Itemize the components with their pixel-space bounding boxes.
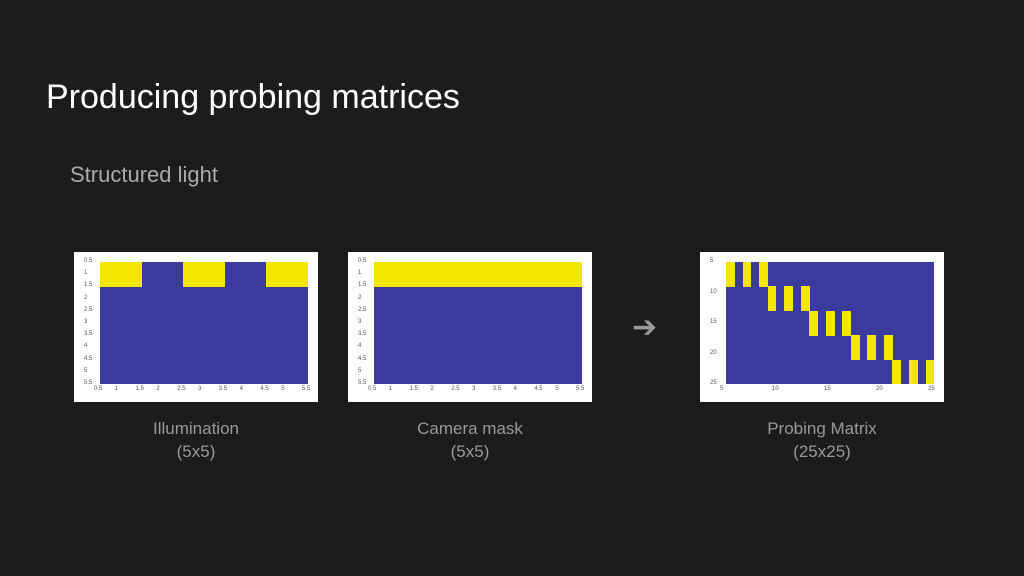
ytick: 3 — [84, 319, 87, 325]
plot-illumination — [100, 262, 308, 384]
caption-line2: (25x25) — [702, 441, 942, 464]
xtick: 4 — [514, 386, 517, 392]
ytick: 3 — [358, 319, 361, 325]
xtick: 0.5 — [94, 386, 102, 392]
ytick: 2 — [358, 295, 361, 301]
xtick: 1.5 — [410, 386, 418, 392]
ytick: 4 — [84, 343, 87, 349]
caption-illumination: Illumination(5x5) — [76, 418, 316, 464]
xtick: 3 — [198, 386, 201, 392]
cell — [867, 355, 876, 360]
xtick: 3.5 — [493, 386, 501, 392]
cell — [457, 262, 499, 287]
cell — [926, 379, 935, 384]
xtick: 5 — [555, 386, 558, 392]
cell — [726, 282, 735, 287]
xtick: 0.5 — [368, 386, 376, 392]
caption-line2: (5x5) — [76, 441, 316, 464]
slide-title: Producing probing matrices — [46, 78, 460, 117]
cell — [851, 355, 860, 360]
xtick: 25 — [928, 386, 935, 392]
panel-illumination: 0.511.522.533.544.555.50.511.522.533.544… — [74, 252, 318, 402]
ytick: 2 — [84, 295, 87, 301]
cell — [540, 262, 582, 287]
cell — [809, 330, 818, 335]
arrow-icon: ➔ — [632, 310, 657, 345]
xtick: 1.5 — [136, 386, 144, 392]
ytick: 5 — [84, 368, 87, 374]
ytick: 1.5 — [358, 282, 366, 288]
cell — [784, 306, 793, 311]
ytick: 4.5 — [358, 356, 366, 362]
caption-line2: (5x5) — [350, 441, 590, 464]
xtick: 1 — [115, 386, 118, 392]
ytick: 15 — [710, 319, 717, 325]
ytick: 1 — [358, 270, 361, 276]
xtick: 2 — [156, 386, 159, 392]
ytick: 10 — [710, 289, 717, 295]
ytick: 4.5 — [84, 356, 92, 362]
ytick: 0.5 — [84, 258, 92, 264]
ytick: 5.5 — [358, 380, 366, 386]
panel-camera-mask: 0.511.522.533.544.555.50.511.522.533.544… — [348, 252, 592, 402]
cell — [183, 262, 225, 287]
xtick: 5 — [720, 386, 723, 392]
plot-camera-mask — [374, 262, 582, 384]
xtick: 20 — [876, 386, 883, 392]
xtick: 5.5 — [576, 386, 584, 392]
ytick: 5 — [358, 368, 361, 374]
xtick: 2.5 — [451, 386, 459, 392]
plot-probing-matrix — [726, 262, 934, 384]
cell — [499, 262, 541, 287]
xtick: 4.5 — [534, 386, 542, 392]
ytick: 20 — [710, 350, 717, 356]
ytick: 1 — [84, 270, 87, 276]
xtick: 5.5 — [302, 386, 310, 392]
cell — [909, 379, 918, 384]
ytick: 2.5 — [84, 307, 92, 313]
ytick: 0.5 — [358, 258, 366, 264]
cell — [892, 379, 901, 384]
ytick: 5.5 — [84, 380, 92, 386]
cell — [743, 282, 752, 287]
ytick: 4 — [358, 343, 361, 349]
slide-subtitle: Structured light — [70, 162, 218, 188]
xtick: 2.5 — [177, 386, 185, 392]
cell — [100, 262, 142, 287]
ytick: 3.5 — [84, 331, 92, 337]
caption-camera-mask: Camera mask(5x5) — [350, 418, 590, 464]
xtick: 10 — [772, 386, 779, 392]
caption-probing-matrix: Probing Matrix(25x25) — [702, 418, 942, 464]
cell — [768, 306, 777, 311]
slide: Producing probing matrices Structured li… — [0, 0, 1024, 576]
xtick: 1 — [389, 386, 392, 392]
caption-line1: Camera mask — [350, 418, 590, 441]
xtick: 4.5 — [260, 386, 268, 392]
xtick: 3.5 — [219, 386, 227, 392]
ytick: 2.5 — [358, 307, 366, 313]
panel-probing-matrix: 510152025510152025 — [700, 252, 944, 402]
ytick: 1.5 — [84, 282, 92, 288]
xtick: 2 — [430, 386, 433, 392]
cell — [374, 262, 416, 287]
xtick: 4 — [240, 386, 243, 392]
caption-line1: Probing Matrix — [702, 418, 942, 441]
ytick: 25 — [710, 380, 717, 386]
ytick: 3.5 — [358, 331, 366, 337]
cell — [266, 262, 308, 287]
ytick: 5 — [710, 258, 713, 264]
xtick: 15 — [824, 386, 831, 392]
xtick: 3 — [472, 386, 475, 392]
caption-line1: Illumination — [76, 418, 316, 441]
xtick: 5 — [281, 386, 284, 392]
cell — [826, 330, 835, 335]
cell — [416, 262, 458, 287]
